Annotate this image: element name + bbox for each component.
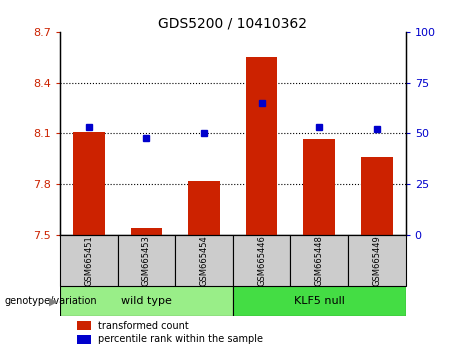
Bar <box>130 228 162 235</box>
Text: percentile rank within the sample: percentile rank within the sample <box>98 334 263 344</box>
Bar <box>175 235 233 286</box>
Text: GSM665453: GSM665453 <box>142 235 151 286</box>
Bar <box>303 138 335 235</box>
Text: genotype/variation: genotype/variation <box>5 296 97 306</box>
Bar <box>118 235 175 286</box>
Text: GSM665449: GSM665449 <box>372 235 381 286</box>
Bar <box>233 286 406 316</box>
Bar <box>73 132 105 235</box>
Text: transformed count: transformed count <box>98 321 189 331</box>
Text: ▶: ▶ <box>49 296 57 306</box>
Bar <box>290 235 348 286</box>
Title: GDS5200 / 10410362: GDS5200 / 10410362 <box>158 17 307 31</box>
Bar <box>60 286 233 316</box>
Bar <box>77 335 91 344</box>
Bar <box>361 157 393 235</box>
Bar <box>348 235 406 286</box>
Text: GSM665454: GSM665454 <box>200 235 208 286</box>
Bar <box>77 321 91 330</box>
Bar <box>188 181 220 235</box>
Text: GSM665448: GSM665448 <box>315 235 324 286</box>
Bar <box>233 235 290 286</box>
Text: KLF5 null: KLF5 null <box>294 296 345 306</box>
Text: GSM665446: GSM665446 <box>257 235 266 286</box>
Bar <box>60 235 118 286</box>
Bar <box>246 57 278 235</box>
Text: GSM665451: GSM665451 <box>84 235 93 286</box>
Text: wild type: wild type <box>121 296 172 306</box>
